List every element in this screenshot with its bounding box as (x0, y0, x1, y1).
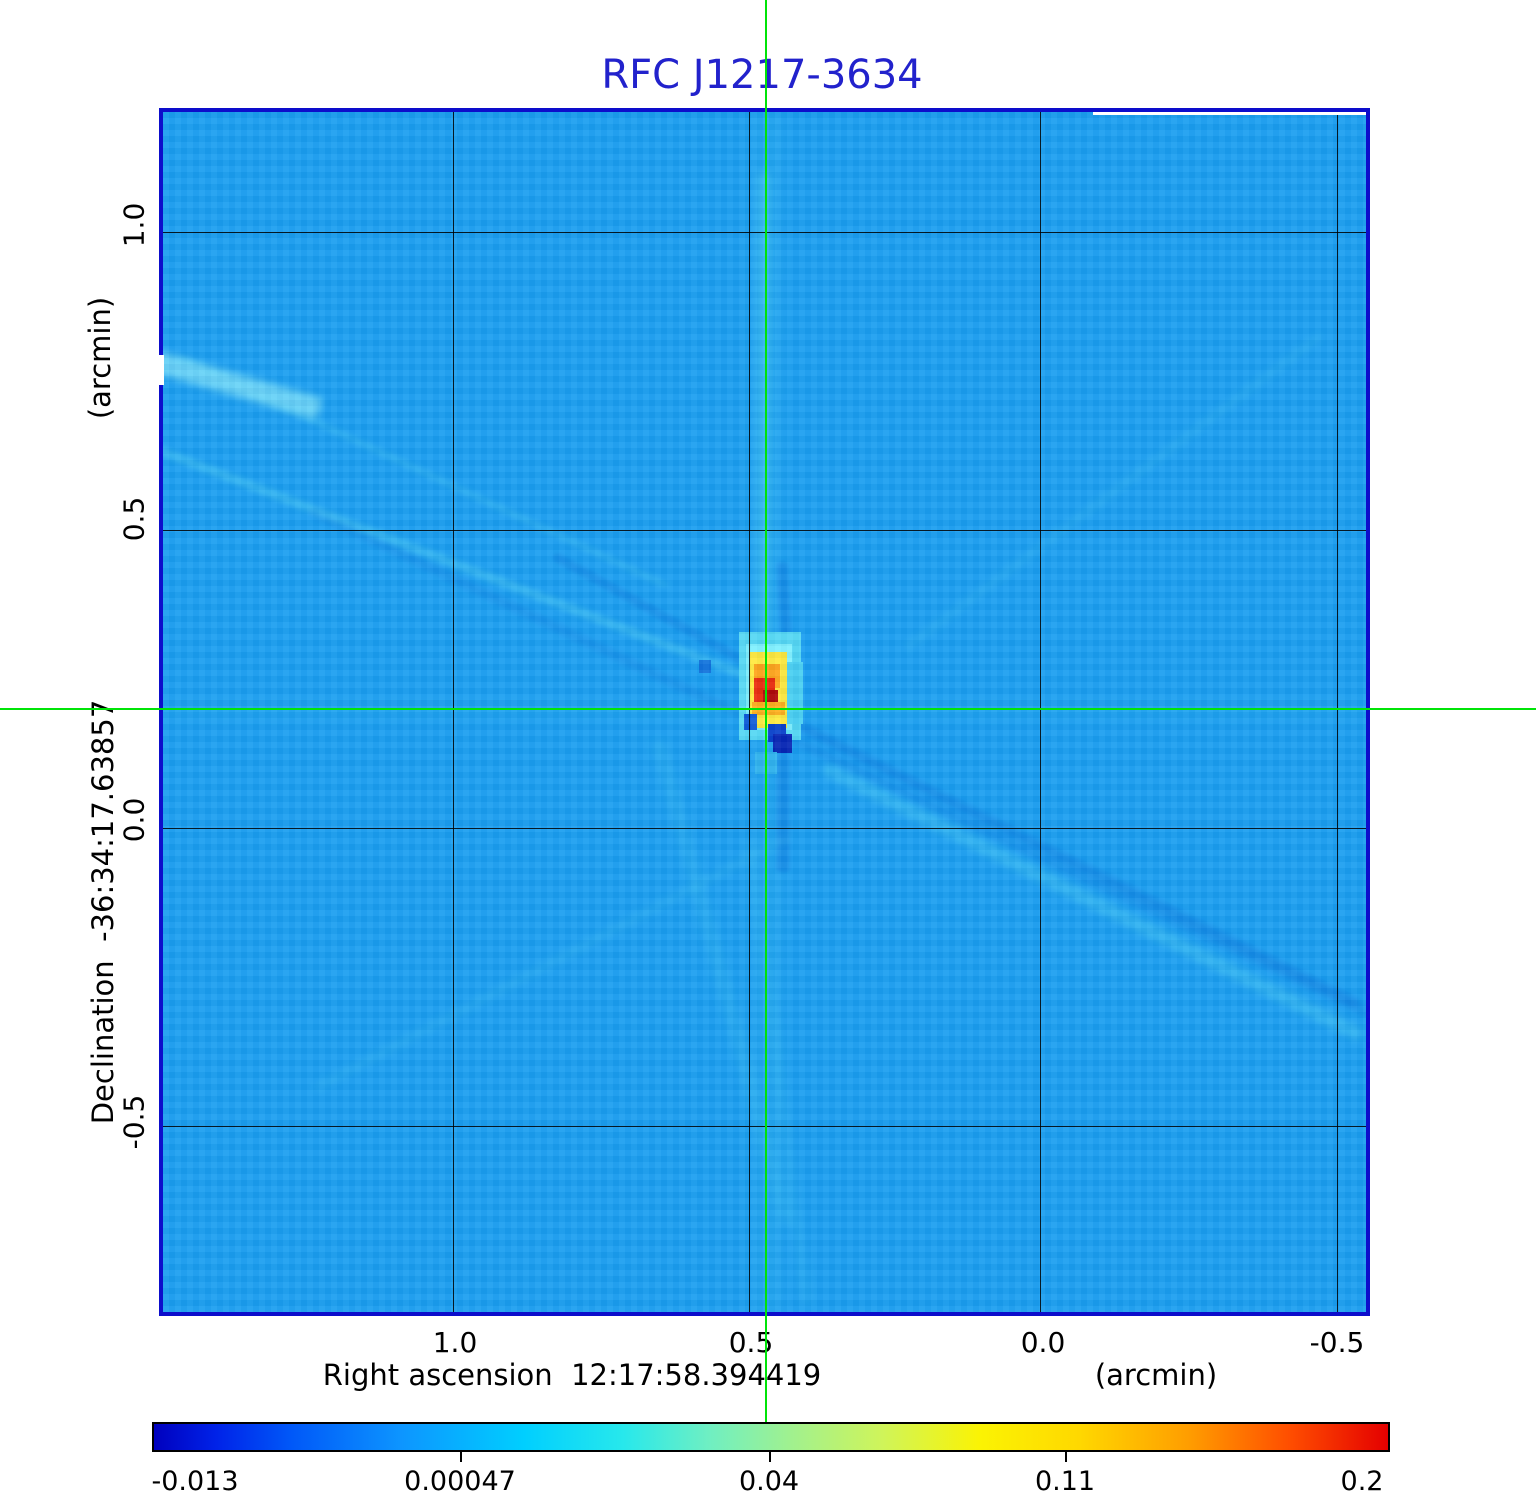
source-pixel-9 (773, 734, 792, 753)
colorbar-tick-label: 0.04 (738, 1466, 800, 1497)
y-axis-unit-label: (arcmin) (83, 296, 117, 420)
colorbar-tick-label: 0.2 (1340, 1466, 1384, 1497)
grid-line-horizontal (163, 1126, 1366, 1127)
left-border-white-gap (158, 355, 164, 385)
x-axis-name-label: Right ascension 12:17:58.394419 (322, 1358, 822, 1392)
source-pixel-10 (744, 714, 757, 730)
source-pixel-11 (699, 660, 711, 673)
y-tick-label: 0.0 (117, 797, 151, 843)
top-border-white-underline (1093, 112, 1366, 115)
x-tick-label: 1.0 (432, 1326, 478, 1359)
colorbar-tick-mark (769, 1452, 772, 1462)
y-axis-name-label: Declination -36:34:17.63857 (86, 699, 120, 1125)
grid-line-horizontal (163, 828, 1366, 829)
grid-line-vertical (1337, 112, 1338, 1312)
sky-map-image (163, 112, 1366, 1312)
crosshair-vertical-line (765, 0, 767, 1422)
colorbar-gradient (152, 1422, 1390, 1452)
grid-line-vertical (1040, 112, 1041, 1312)
grid-line-vertical (453, 112, 454, 1312)
colorbar-tick-label: 0.00047 (404, 1466, 516, 1497)
plot-title: RFC J1217-3634 (601, 52, 923, 98)
colorbar-tick-label: -0.013 (151, 1466, 239, 1497)
pixel-noise-overlay (163, 112, 1366, 1312)
x-tick-label: 0.0 (1020, 1326, 1066, 1359)
colorbar-tick-mark (1065, 1452, 1068, 1462)
y-tick-label: -0.5 (117, 1094, 151, 1150)
crosshair-horizontal-line (0, 708, 1536, 710)
y-tick-label: 0.5 (117, 496, 151, 542)
x-tick-label: -0.5 (1309, 1326, 1365, 1359)
grid-line-vertical (749, 112, 750, 1312)
colorbar-tick-mark (460, 1452, 462, 1462)
x-axis-unit-label: (arcmin) (1094, 1358, 1218, 1392)
colorbar-tick-label: 0.11 (1034, 1466, 1096, 1497)
y-tick-label: 1.0 (117, 202, 151, 248)
grid-line-horizontal (163, 232, 1366, 233)
grid-line-horizontal (163, 530, 1366, 531)
